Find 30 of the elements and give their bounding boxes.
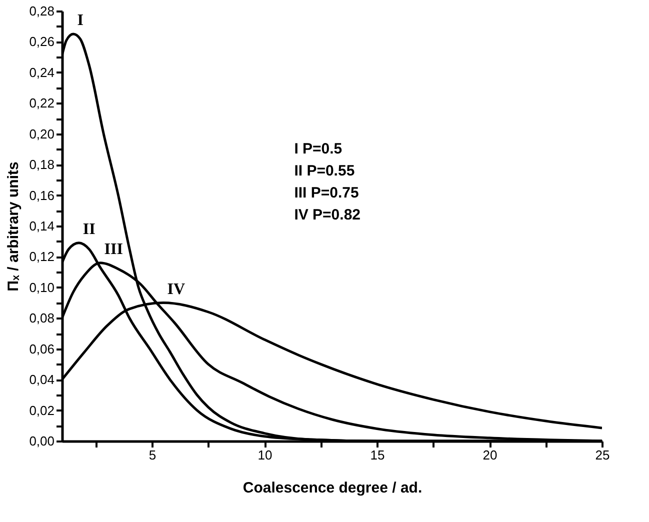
annotation: IV P=0.82: [294, 206, 361, 224]
y-tick-label: 0,10: [29, 280, 54, 295]
x-tick-label: 20: [482, 448, 498, 462]
series-label: II: [82, 220, 96, 238]
y-tick-label: 0,14: [29, 218, 54, 234]
y-tick-label: 0,02: [29, 402, 54, 418]
series-label: IV: [167, 280, 186, 298]
y-tick-label: 0,22: [29, 96, 54, 111]
series-label: III: [104, 240, 123, 258]
x-tick-label: 10: [258, 448, 272, 462]
y-tick-label: 0,00: [29, 434, 54, 448]
y-tick-label: 0,08: [29, 310, 54, 326]
y-tick-label: 0,18: [29, 157, 54, 172]
y-tick-label: 0,20: [29, 126, 54, 142]
y-tick-label: 0,16: [29, 188, 54, 203]
x-tick-label: 25: [595, 448, 610, 462]
y-tick-label: 0,04: [29, 372, 54, 388]
y-tick-label: 0,24: [29, 64, 54, 80]
y-tick-label: 0,28: [29, 4, 54, 18]
x-tick-label: 5: [148, 448, 156, 462]
y-axis-title: Πₓ / arbitrary units: [5, 162, 22, 292]
annotation: II P=0.55: [294, 162, 355, 180]
x-axis-title: Coalescence degree / ad.: [242, 480, 422, 496]
annotation: I P=0.5: [294, 140, 342, 158]
x-tick-label: 15: [370, 448, 385, 462]
y-tick-label: 0,06: [29, 341, 54, 356]
annotation: III P=0.75: [294, 184, 359, 202]
y-tick-label: 0,26: [29, 34, 54, 50]
series-label: I: [77, 12, 84, 30]
y-tick-label: 0,12: [29, 249, 54, 264]
